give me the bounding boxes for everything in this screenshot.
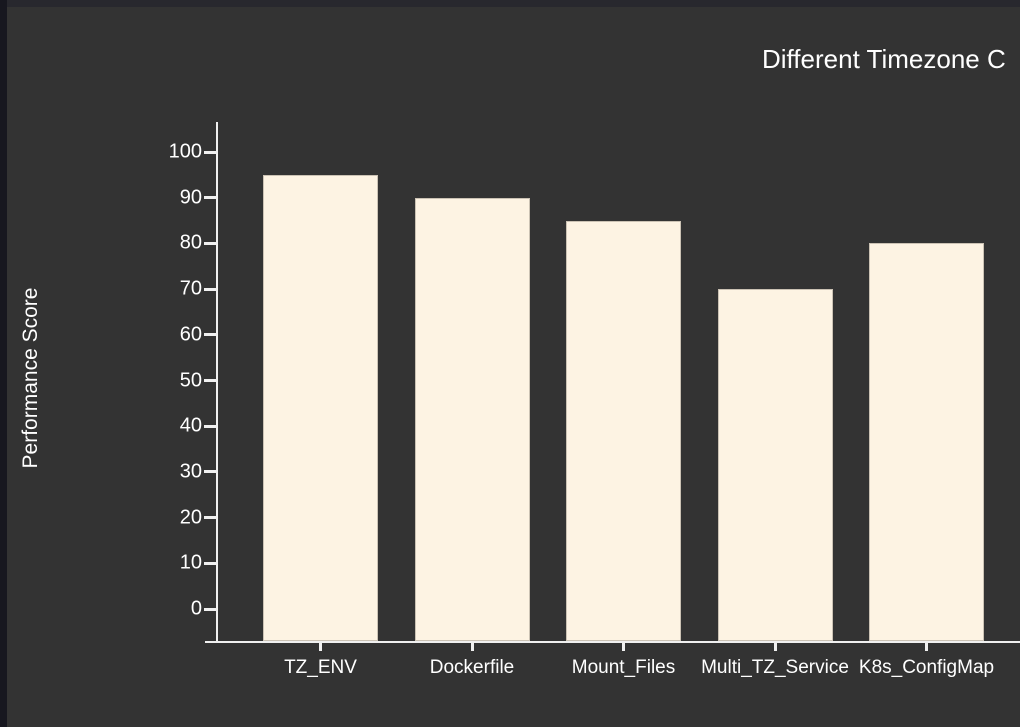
y-tick — [204, 333, 217, 337]
y-tick-label: 50 — [179, 369, 202, 391]
x-category-label: TZ_ENV — [284, 657, 357, 678]
y-tick — [204, 561, 217, 565]
y-tick-label: 70 — [179, 277, 202, 300]
y-axis-line — [216, 122, 218, 643]
x-tick — [319, 643, 322, 651]
bar-Dockerfile — [414, 197, 530, 641]
bar-Mount_Files — [566, 220, 681, 641]
y-tick — [204, 150, 217, 154]
y-tick-label: 100 — [168, 140, 202, 163]
x-category-label: K8s_ConfigMap — [858, 657, 995, 678]
y-tick-label: 10 — [179, 551, 202, 574]
y-tick-label: 0 — [190, 597, 202, 620]
x-category-label: Multi_TZ_Service — [701, 657, 849, 678]
y-tick — [204, 470, 217, 474]
x-tick — [622, 643, 625, 651]
x-category-label: Dockerfile — [429, 657, 515, 678]
bar-TZ_ENV — [263, 174, 378, 641]
y-axis-title: Performance Score — [19, 287, 42, 469]
x-category-label: Mount_Files — [571, 657, 676, 678]
y-tick — [204, 516, 217, 520]
y-tick-label: 60 — [179, 323, 202, 346]
y-tick-label: 20 — [179, 506, 202, 529]
x-tick — [470, 643, 474, 651]
y-tick — [204, 607, 217, 611]
y-tick-label: 90 — [179, 186, 202, 209]
bar-Multi_TZ_Service — [717, 289, 833, 641]
y-tick — [204, 379, 217, 382]
y-tick — [204, 287, 217, 291]
x-tick — [925, 643, 928, 651]
top-edge-strip — [7, 0, 1020, 7]
y-tick-label: 40 — [179, 414, 202, 437]
y-tick — [204, 241, 217, 245]
y-tick-label: 30 — [179, 460, 202, 483]
left-edge-strip — [0, 0, 7, 727]
y-tick-label: 80 — [179, 231, 202, 254]
bar-K8s_ConfigMap — [869, 243, 984, 641]
x-tick — [773, 643, 777, 651]
chart-title: Different Timezone C — [762, 44, 1006, 74]
x-axis-line — [205, 641, 1020, 643]
y-tick — [204, 196, 217, 200]
y-tick — [204, 424, 217, 428]
